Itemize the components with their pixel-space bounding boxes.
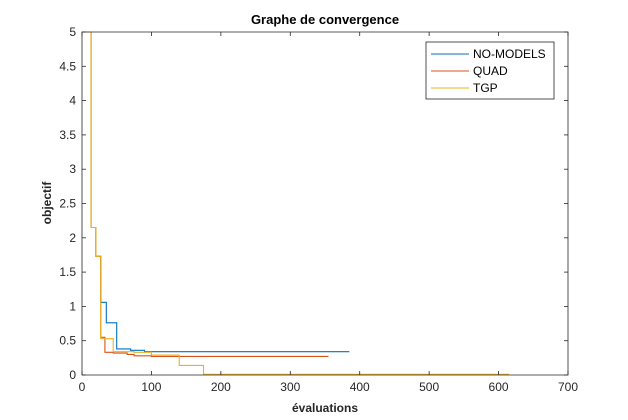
y-tick-label: 5 bbox=[69, 25, 76, 39]
x-tick-label: 300 bbox=[280, 380, 300, 394]
y-axis: 0 0.5 1 1.5 2 2.5 3 3.5 4 4.5 5 bbox=[59, 25, 568, 382]
x-axis: 0 100 200 300 400 500 600 700 bbox=[79, 32, 578, 394]
y-tick-label: 3.5 bbox=[59, 128, 76, 142]
x-tick-label: 400 bbox=[350, 380, 370, 394]
x-tick-label: 700 bbox=[558, 380, 578, 394]
legend-label: NO-MODELS bbox=[473, 47, 546, 61]
series-line-tgp bbox=[82, 31, 509, 375]
y-tick-label: 2.5 bbox=[59, 197, 76, 211]
y-tick-label: 0 bbox=[69, 368, 76, 382]
x-tick-label: 600 bbox=[489, 380, 509, 394]
y-tick-label: 1 bbox=[69, 299, 76, 313]
y-tick-label: 3 bbox=[69, 162, 76, 176]
y-tick-label: 0.5 bbox=[59, 334, 76, 348]
y-tick-label: 4 bbox=[69, 94, 76, 108]
legend-label: QUAD bbox=[473, 64, 508, 78]
y-tick-label: 2 bbox=[69, 231, 76, 245]
x-tick-label: 100 bbox=[141, 380, 161, 394]
series-layer bbox=[82, 31, 509, 375]
y-tick-label: 1.5 bbox=[59, 265, 76, 279]
legend-label: TGP bbox=[473, 81, 498, 95]
x-tick-label: 500 bbox=[419, 380, 439, 394]
y-axis-label: objectif bbox=[40, 181, 54, 225]
x-tick-label: 200 bbox=[211, 380, 231, 394]
chart-title: Graphe de convergence bbox=[251, 12, 399, 27]
y-tick-label: 4.5 bbox=[59, 59, 76, 73]
legend: NO-MODELS QUAD TGP bbox=[425, 41, 555, 100]
x-tick-label: 0 bbox=[79, 380, 86, 394]
x-axis-label: évaluations bbox=[292, 401, 358, 415]
